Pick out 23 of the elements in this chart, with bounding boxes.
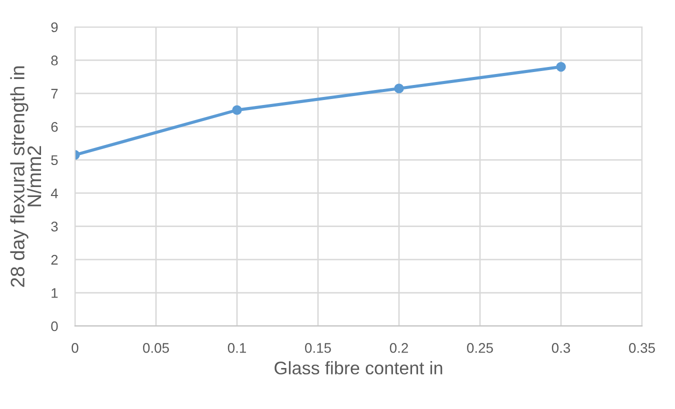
y-tick-label: 9 [51,22,58,32]
point [394,84,404,94]
point [232,105,242,115]
x-tick-label: 0.35 [629,343,655,353]
y-axis-title: 28 day flexural strength in N/mm2 [10,66,42,287]
x-tick-label: 0.05 [143,343,169,353]
x-tick-label: 0 [72,343,78,353]
y-tick-label: 8 [51,56,58,66]
y-tick-label: 7 [51,88,58,98]
y-tick-label: 6 [51,122,58,132]
x-tick-label: 0.25 [467,343,493,353]
x-tick-label: 0.1 [228,343,246,353]
y-tick-label: 2 [51,254,58,265]
y-tick-label: 5 [51,155,58,166]
y-tick-label: 3 [51,222,58,232]
y-tick-label: 0 [51,321,58,332]
y-tick-label: 4 [50,188,58,198]
y-tick-label: 1 [52,288,58,298]
x-axis-title: Glass fibre content in [274,361,442,374]
point [556,62,566,72]
x-tick-label: 0.3 [552,343,570,353]
x-tick-label: 0.2 [390,343,408,353]
x-tick-label: 0.15 [305,343,331,353]
